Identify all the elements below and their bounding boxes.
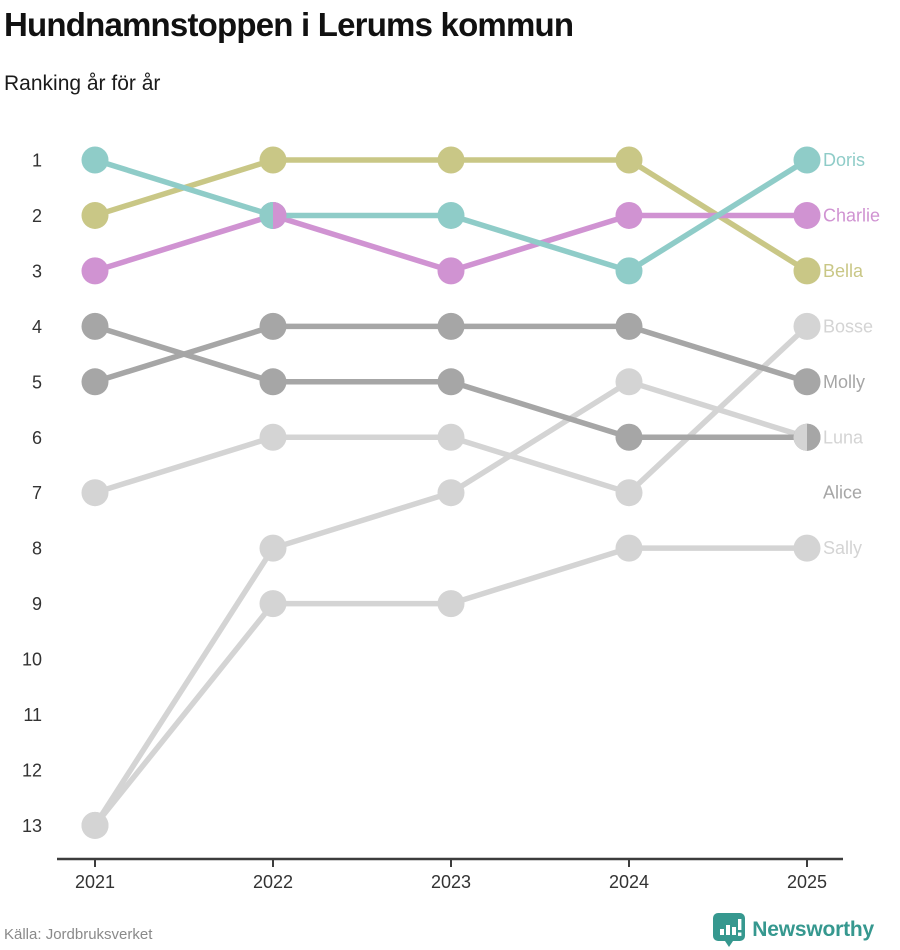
series-point-molly-2021	[81, 368, 109, 396]
y-axis-label-4: 4	[32, 317, 42, 337]
series-point-molly-2025	[793, 368, 821, 396]
series-label-doris: Doris	[823, 150, 865, 170]
y-axis-label-5: 5	[32, 372, 42, 392]
series-point-molly-2022	[259, 312, 287, 340]
series-point-luna-2022	[259, 534, 287, 562]
series-point-doris-2023	[437, 201, 465, 229]
x-axis-label-2025: 2025	[787, 872, 827, 892]
series-point-bosse-2024	[615, 479, 643, 507]
y-axis-label-11: 11	[23, 705, 42, 725]
y-axis-label-2: 2	[32, 206, 42, 226]
source-note: Källa: Jordbruksverket	[4, 926, 153, 943]
series-point-charlie-2023	[437, 257, 465, 285]
x-axis-label-2024: 2024	[609, 872, 649, 892]
y-axis-label-1: 1	[32, 151, 42, 171]
x-axis-label-2022: 2022	[253, 872, 293, 892]
y-axis-label-3: 3	[32, 261, 42, 281]
y-axis-label-6: 6	[32, 428, 42, 448]
series-point-bosse-2023	[437, 423, 465, 451]
series-point-doris-2025	[793, 146, 821, 174]
series-point-molly-2023	[437, 312, 465, 340]
series-point-alice-2024	[615, 423, 643, 451]
series-line-sally	[92, 545, 810, 829]
y-axis-label-7: 7	[32, 483, 42, 503]
series-label-molly: Molly	[823, 372, 865, 392]
series-point-bosse-2022	[259, 423, 287, 451]
series-point-bella-2023	[437, 146, 465, 174]
series-point-sally-2022	[259, 590, 287, 618]
series-point-sally-2024	[615, 534, 643, 562]
series-point-bella-2021	[81, 201, 109, 229]
x-axis-label-2021: 2021	[75, 872, 115, 892]
series-point-luna-2024	[615, 368, 643, 396]
series-point-alice-2022	[259, 368, 287, 396]
page-title: Hundnamnstoppen i Lerums kommun	[4, 6, 574, 43]
series-point-charlie-2021	[81, 257, 109, 285]
y-axis-label-10: 10	[22, 650, 42, 670]
newsworthy-badge-icon	[713, 913, 746, 947]
series-point-bosse-2021	[81, 479, 109, 507]
series-point-charlie-2024	[615, 201, 643, 229]
chart-subtitle: Ranking år för år	[4, 72, 161, 95]
tie-dot-right-2022	[273, 201, 287, 229]
series-point-bella-2025	[793, 257, 821, 285]
newsworthy-logo: Newsworthy	[713, 912, 874, 948]
series-point-charlie-2025	[793, 201, 821, 229]
tie-dot-left-2025	[793, 423, 807, 451]
y-axis-label-9: 9	[32, 594, 42, 614]
series-point-bella-2022	[259, 146, 287, 174]
y-axis-label-13: 13	[22, 816, 42, 836]
series-label-bella: Bella	[823, 261, 864, 281]
series-label-alice: Alice	[823, 483, 862, 503]
series-point-sally-2025	[793, 534, 821, 562]
y-axis-label-12: 12	[22, 760, 42, 780]
bump-chart-container: 1 2 3 4 5 6 7 8 9 10 11 12 13 2021 2022 2023 2024 2025 Dor…	[0, 120, 900, 910]
tie-dot-right-2025	[807, 423, 821, 451]
series-point-bella-2024	[615, 146, 643, 174]
series-point-luna-2023	[437, 479, 465, 507]
series-point-sally-2023	[437, 590, 465, 618]
tie-dot-left-2022	[259, 201, 273, 229]
series-point-alice-2023	[437, 368, 465, 396]
series-label-luna: Luna	[823, 427, 864, 447]
y-axis-label-8: 8	[32, 539, 42, 559]
series-label-sally: Sally	[823, 538, 862, 558]
series-label-charlie: Charlie	[823, 205, 880, 225]
series-point-bosse-2025	[793, 312, 821, 340]
series-point-alice-2021	[81, 312, 109, 340]
series-point-doris-2024	[615, 257, 643, 285]
series-point-doris-2021	[81, 146, 109, 174]
newsworthy-logo-text: Newsworthy	[752, 918, 874, 941]
series-point-sally-2021	[81, 811, 109, 839]
series-point-molly-2024	[615, 312, 643, 340]
series-label-bosse: Bosse	[823, 316, 873, 336]
x-axis-label-2023: 2023	[431, 872, 471, 892]
